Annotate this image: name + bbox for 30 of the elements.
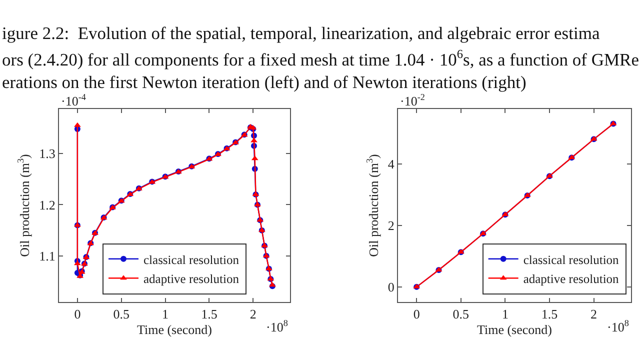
- x-tick-label: 0.5: [113, 306, 130, 322]
- text: ·10$^{-2}$: [400, 92, 426, 108]
- y-tick-label: 1.2: [39, 197, 56, 212]
- legend-label: classical resolution: [144, 252, 240, 267]
- x-axis-title: Time (second): [137, 322, 212, 338]
- x-axis-title: Time (second): [477, 322, 552, 338]
- text: ·10$^{-4}$: [61, 92, 86, 108]
- y-tick-label: 2: [388, 218, 394, 233]
- text: erations on the first Newton iteration (left) and of Newton iterations (right): [2, 72, 527, 92]
- x-tick-label: 1.5: [541, 306, 558, 322]
- x-tick-label: 2: [590, 306, 598, 322]
- legend-label: classical resolution: [523, 252, 620, 267]
- text: ·10$^{8}$: [266, 318, 288, 334]
- y-tick-label: 1.1: [39, 248, 56, 264]
- text: ·10$^{8}$: [607, 318, 630, 334]
- text: igure 2.2: Evolution of the spatial, temporal, linearization, and algebraic error estima: [2, 23, 600, 43]
- text: ors (2.4.20) for all components for a fixed mesh at time 1.04 · 10$^{6}$s, as a function of GMRe: [2, 47, 640, 70]
- x-tick-label: 2: [250, 306, 256, 322]
- point: [250, 138, 258, 142]
- x-tick-label: 0: [413, 306, 420, 322]
- y-tick-label: 4: [388, 156, 395, 172]
- x-tick-label: 1.5: [201, 306, 218, 322]
- y-tick-label: 0: [388, 279, 394, 294]
- y-tick-label: 1.3: [39, 146, 56, 162]
- x-tick-label: 1: [502, 306, 508, 322]
- legend-label: adaptive resolution: [523, 272, 620, 286]
- x-tick-label: 0: [74, 306, 81, 322]
- x-tick-label: 0.5: [452, 306, 470, 322]
- x-tick-label: 1: [162, 306, 169, 322]
- legend-label: adaptive resolution: [144, 272, 240, 286]
